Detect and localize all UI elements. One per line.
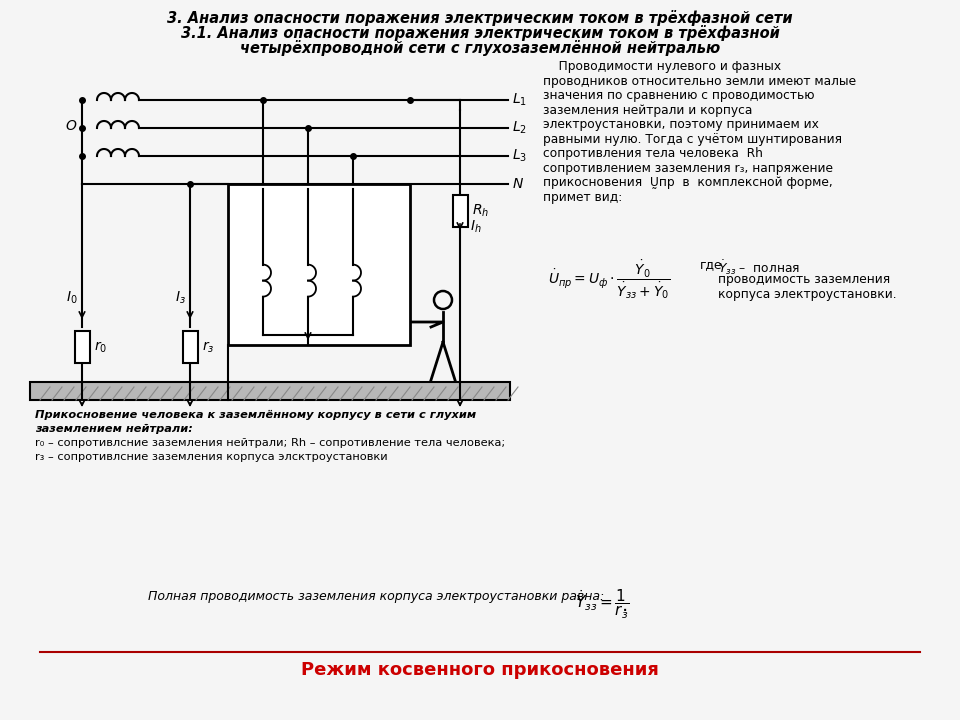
Text: $L_2$: $L_2$	[512, 120, 527, 136]
Text: 3. Анализ опасности поражения электрическим током в трёхфазной сети: 3. Анализ опасности поражения электричес…	[167, 10, 793, 26]
Text: $N$: $N$	[512, 177, 524, 191]
Bar	[30, 382, 510, 400]
Bar	[452, 195, 468, 227]
Text: Проводимости нулевого и фазных: Проводимости нулевого и фазных	[543, 60, 781, 73]
Text: $L_1$: $L_1$	[512, 92, 527, 108]
Text: $\dot{U}_{пр} = U_ф \cdot \dfrac{\dot{Y}_0}{\dot{Y}_{зз} + \dot{Y}_0}$: $\dot{U}_{пр} = U_ф \cdot \dfrac{\dot{Y}…	[548, 258, 670, 300]
Text: где: где	[700, 258, 723, 271]
Text: заземления нейтрали и корпуса: заземления нейтрали и корпуса	[543, 104, 753, 117]
Text: $I_h$: $I_h$	[470, 219, 482, 235]
Text: Режим косвенного прикосновения: Режим косвенного прикосновения	[301, 661, 659, 679]
Text: электроустановки, поэтому принимаем их: электроустановки, поэтому принимаем их	[543, 118, 819, 131]
Text: заземлением нейтрали:: заземлением нейтрали:	[35, 424, 193, 434]
Text: проводимость заземления: проводимость заземления	[718, 273, 890, 286]
Text: прикосновения  Ṵпр  в  комплексной форме,: прикосновения Ṵпр в комплексной форме,	[543, 176, 832, 189]
Text: проводников относительно земли имеют малые: проводников относительно земли имеют мал…	[543, 74, 856, 88]
Text: примет вид:: примет вид:	[543, 191, 622, 204]
Text: Прикосновение человека к заземлённому корпусу в сети с глухим: Прикосновение человека к заземлённому ко…	[35, 410, 476, 420]
Text: сопротивлением заземления r₃, напряжение: сопротивлением заземления r₃, напряжение	[543, 161, 833, 174]
Text: $R_h$: $R_h$	[472, 203, 490, 219]
Text: r₃ – сопротивлсние заземления корпуса элcктроустановки: r₃ – сопротивлсние заземления корпуса эл…	[35, 452, 388, 462]
Text: $r_0$: $r_0$	[94, 339, 108, 355]
Text: сопротивления тела человека  Rh: сопротивления тела человека Rh	[543, 147, 763, 160]
Text: Полная проводимость заземления корпуса электроустановки равна:: Полная проводимость заземления корпуса э…	[148, 590, 604, 603]
Text: .: .	[622, 596, 628, 615]
Text: равными нулю. Тогда с учётом шунтирования: равными нулю. Тогда с учётом шунтировани…	[543, 132, 842, 145]
Bar	[75, 331, 89, 363]
Bar	[228, 184, 410, 345]
Text: значения по сравнению с проводимостью: значения по сравнению с проводимостью	[543, 89, 814, 102]
Text: 3.1. Анализ опасности поражения электрическим током в трёхфазной: 3.1. Анализ опасности поражения электрич…	[180, 25, 780, 41]
Text: $\dot{Y}_{зз}$ –  полная: $\dot{Y}_{зз}$ – полная	[718, 258, 800, 276]
Text: $r_з$: $r_з$	[202, 339, 214, 355]
Text: корпуса электроустановки.: корпуса электроустановки.	[718, 288, 897, 301]
Text: r₀ – сопротивлсние заземления нейтрали; Rh – сопротивление тела человека;: r₀ – сопротивлсние заземления нейтрали; …	[35, 438, 505, 448]
Text: $L_3$: $L_3$	[512, 148, 527, 164]
Text: O: O	[65, 119, 76, 133]
Text: $I_0$: $I_0$	[66, 289, 78, 306]
Text: четырёхпроводной сети с глухозаземлённой нейтралью: четырёхпроводной сети с глухозаземлённой…	[240, 40, 720, 56]
Bar	[182, 331, 198, 363]
Text: $I_з$: $I_з$	[175, 289, 186, 306]
Text: $\dot{Y}_{зз} = \dfrac{1}{r_з}$: $\dot{Y}_{зз} = \dfrac{1}{r_з}$	[575, 588, 630, 621]
